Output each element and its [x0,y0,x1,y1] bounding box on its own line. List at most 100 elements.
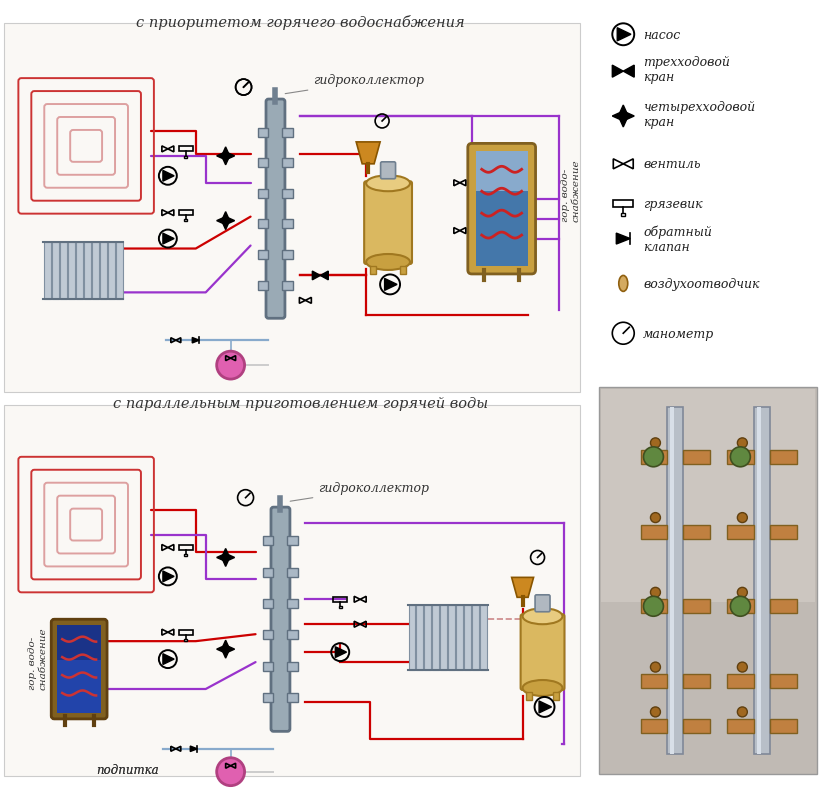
Polygon shape [163,654,174,665]
Polygon shape [222,558,229,566]
Bar [283,281,293,290]
Bar [602,389,815,602]
Circle shape [737,662,747,672]
Bar [613,200,633,207]
Bar [476,151,528,191]
Bar [683,599,710,614]
Bar [283,189,293,198]
Bar [727,674,755,688]
Bar [44,242,51,299]
Text: гидроколлектор: гидроколлектор [290,482,429,502]
Text: грязевик: грязевик [643,198,703,211]
Polygon shape [163,233,174,244]
Bar [755,407,770,754]
Bar [257,158,269,167]
Text: воздухоотводчик: воздухоотводчик [643,278,760,291]
Bar [770,719,797,733]
Bar [257,219,269,229]
Bar [770,525,797,538]
FancyBboxPatch shape [468,143,536,274]
Ellipse shape [366,175,410,191]
Text: гидроколлектор: гидроколлектор [285,74,424,94]
Bar [464,605,471,670]
Bar [683,525,710,538]
Bar [727,525,755,538]
Polygon shape [226,554,234,562]
FancyBboxPatch shape [266,99,285,318]
Polygon shape [385,278,397,290]
Text: трехходовой
кран: трехходовой кран [643,56,730,84]
Bar [262,662,274,670]
Bar [179,545,193,550]
FancyBboxPatch shape [364,182,412,264]
Bar [441,605,447,670]
Text: с параллельным приготовлением горячей воды: с параллельным приготовлением горячей во… [113,397,488,411]
Text: вентиль: вентиль [643,158,700,171]
Bar [288,537,298,546]
Bar [67,242,75,299]
FancyBboxPatch shape [381,162,395,178]
FancyBboxPatch shape [520,614,565,690]
Polygon shape [623,111,635,121]
Bar [727,450,755,464]
Text: с приоритетом горячего водоснабжения: с приоритетом горячего водоснабжения [136,15,464,30]
Bar [339,606,342,608]
Bar [262,599,274,608]
Bar [409,605,415,670]
Bar [84,242,90,299]
Bar [476,191,528,266]
Bar [179,146,193,151]
Bar [257,250,269,259]
Circle shape [644,447,663,466]
Bar [116,242,122,299]
Polygon shape [217,554,226,562]
Polygon shape [222,549,229,558]
Bar [448,605,455,670]
Bar [179,210,193,215]
Circle shape [650,662,660,672]
Bar [456,605,464,670]
Polygon shape [222,212,229,221]
Bar [288,568,298,577]
Bar [683,719,710,733]
Bar [108,242,114,299]
Polygon shape [617,28,631,41]
Bar [184,639,187,641]
Bar [432,605,440,670]
Bar [262,693,274,702]
Bar [283,250,293,259]
Polygon shape [222,649,229,658]
Polygon shape [312,271,321,280]
Bar [99,242,107,299]
Bar [184,155,187,158]
Bar [184,219,187,222]
Bar [257,128,269,137]
Bar [480,605,487,670]
Polygon shape [163,571,174,582]
Polygon shape [618,116,628,127]
Circle shape [217,351,245,379]
Polygon shape [190,746,197,751]
Bar [257,189,269,198]
Bar [262,537,274,546]
Circle shape [731,447,750,466]
Ellipse shape [619,275,628,291]
Bar [526,692,532,700]
Bar [333,597,347,602]
Polygon shape [163,170,174,181]
Bar [58,626,101,660]
Polygon shape [612,65,623,77]
Polygon shape [335,646,347,658]
Polygon shape [612,111,623,121]
Bar [671,407,674,754]
Bar [727,599,755,614]
Polygon shape [222,640,229,649]
Polygon shape [226,217,234,225]
FancyBboxPatch shape [535,595,550,612]
Bar [473,605,479,670]
Bar [667,407,683,754]
Bar [417,605,423,670]
Bar [683,450,710,464]
Text: обратный
клапан: обратный клапан [643,226,712,254]
FancyBboxPatch shape [51,619,107,719]
